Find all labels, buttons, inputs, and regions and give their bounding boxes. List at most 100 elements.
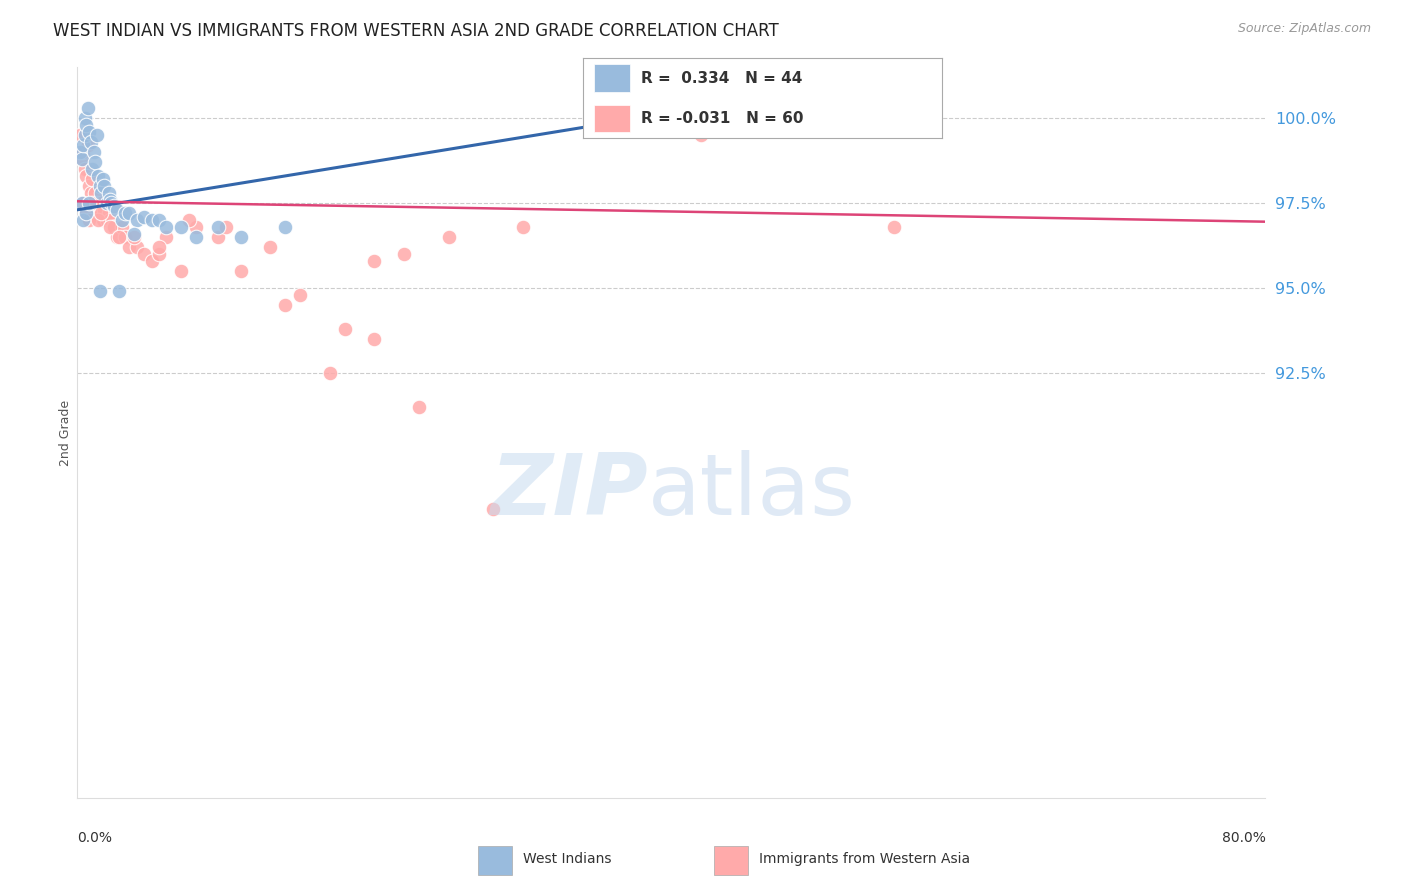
Point xyxy=(89,285,111,299)
Bar xyxy=(714,846,748,874)
Point xyxy=(108,230,131,244)
Point xyxy=(114,206,136,220)
Point xyxy=(90,196,112,211)
Point xyxy=(80,186,103,200)
Point xyxy=(76,101,98,115)
Point xyxy=(125,213,148,227)
Point xyxy=(177,213,200,227)
Point xyxy=(70,196,93,211)
Point xyxy=(69,128,91,142)
Bar xyxy=(478,846,512,874)
Point xyxy=(883,219,905,234)
Point xyxy=(101,219,124,234)
Text: West Indians: West Indians xyxy=(523,852,612,866)
Point xyxy=(76,138,98,153)
Point xyxy=(83,196,105,211)
Point xyxy=(77,213,100,227)
Bar xyxy=(595,64,630,92)
Point xyxy=(86,196,108,211)
Text: R = -0.031   N = 60: R = -0.031 N = 60 xyxy=(641,111,803,126)
Text: 80.0%: 80.0% xyxy=(1222,831,1265,846)
Point xyxy=(75,169,97,183)
Point xyxy=(215,219,238,234)
Point xyxy=(83,145,105,159)
Point xyxy=(91,172,114,186)
Point xyxy=(512,219,534,234)
Text: WEST INDIAN VS IMMIGRANTS FROM WESTERN ASIA 2ND GRADE CORRELATION CHART: WEST INDIAN VS IMMIGRANTS FROM WESTERN A… xyxy=(53,22,779,40)
Text: Immigrants from Western Asia: Immigrants from Western Asia xyxy=(759,852,970,866)
Point xyxy=(118,240,141,254)
Point xyxy=(75,118,97,132)
Point xyxy=(134,210,156,224)
Point xyxy=(72,145,94,159)
Point xyxy=(84,186,107,200)
Point xyxy=(207,219,229,234)
Point xyxy=(155,230,177,244)
Point xyxy=(333,322,356,336)
Point xyxy=(107,202,129,217)
Point xyxy=(87,213,110,227)
Point xyxy=(87,169,110,183)
Point xyxy=(108,285,131,299)
Point xyxy=(482,502,505,516)
Point xyxy=(82,196,104,211)
Point xyxy=(148,240,170,254)
Point xyxy=(97,186,120,200)
Point xyxy=(141,253,163,268)
Point xyxy=(86,128,108,142)
Point xyxy=(408,400,430,414)
Point xyxy=(155,219,177,234)
Point xyxy=(103,219,125,234)
Y-axis label: 2nd Grade: 2nd Grade xyxy=(59,400,72,466)
Point xyxy=(91,213,114,227)
Point xyxy=(134,247,156,261)
Point xyxy=(97,206,120,220)
Point xyxy=(75,206,97,220)
Point xyxy=(186,230,208,244)
Point xyxy=(141,213,163,227)
Point xyxy=(82,161,104,176)
Point xyxy=(207,230,229,244)
Point xyxy=(69,145,91,159)
Point xyxy=(89,206,111,220)
Point xyxy=(72,196,94,211)
Point xyxy=(107,230,129,244)
Point xyxy=(70,152,93,166)
Point xyxy=(319,366,342,380)
Point xyxy=(82,172,104,186)
Text: R =  0.334   N = 44: R = 0.334 N = 44 xyxy=(641,70,803,86)
Text: Source: ZipAtlas.com: Source: ZipAtlas.com xyxy=(1237,22,1371,36)
Point xyxy=(98,219,121,234)
Point xyxy=(100,196,122,211)
Point xyxy=(148,213,170,227)
Point xyxy=(73,161,96,176)
Point xyxy=(111,213,134,227)
Point xyxy=(84,155,107,169)
Text: atlas: atlas xyxy=(648,450,856,533)
Point xyxy=(229,230,252,244)
Point xyxy=(118,206,141,220)
Point xyxy=(125,240,148,254)
Point xyxy=(170,264,193,278)
Point xyxy=(690,128,713,142)
Point xyxy=(363,253,385,268)
Point xyxy=(259,240,281,254)
Point xyxy=(90,206,112,220)
Point xyxy=(73,111,96,125)
Bar xyxy=(595,104,630,132)
Point xyxy=(122,227,145,241)
Point xyxy=(75,206,97,220)
Point xyxy=(93,178,115,193)
Point xyxy=(72,138,94,153)
Point xyxy=(93,202,115,217)
Point xyxy=(122,230,145,244)
Point xyxy=(186,219,208,234)
Point xyxy=(70,152,93,166)
Text: ZIP: ZIP xyxy=(489,450,648,533)
Point xyxy=(274,219,297,234)
Point xyxy=(72,213,94,227)
Point xyxy=(288,288,311,302)
Point xyxy=(229,264,252,278)
Point xyxy=(90,186,112,200)
Point xyxy=(73,128,96,142)
